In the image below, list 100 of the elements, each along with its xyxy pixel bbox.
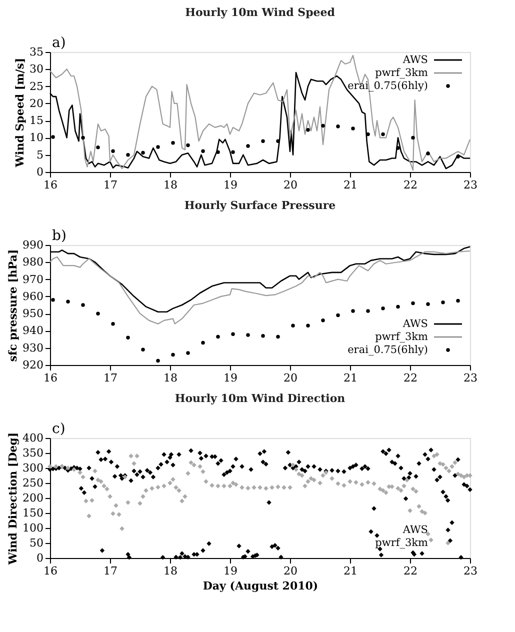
y-tick-label: 960 <box>22 290 44 303</box>
point <box>276 334 280 339</box>
point <box>396 304 400 309</box>
x-tick-label: 17 <box>104 178 118 192</box>
x-axis-title: Day (August 2010) <box>202 580 318 592</box>
y-tick-label: 20 <box>30 96 44 110</box>
y-tick-label: 5 <box>36 148 44 162</box>
point <box>306 128 310 132</box>
point <box>366 309 370 313</box>
x-tick-label: 23 <box>464 178 478 192</box>
point <box>261 334 265 338</box>
point <box>111 149 115 153</box>
legend-label: AWS <box>402 318 428 330</box>
x-tick-label: 23 <box>464 564 478 578</box>
point <box>246 144 250 148</box>
point <box>351 309 355 313</box>
point <box>216 150 220 154</box>
x-tick-label: 21 <box>344 372 358 384</box>
point <box>81 303 85 307</box>
point <box>231 332 235 336</box>
y-tick-label: 35 <box>30 46 44 58</box>
chart-title: Hourly Surface Pressure <box>184 199 336 212</box>
y-tick-label: 970 <box>22 272 44 286</box>
y-tick-label: 990 <box>22 238 44 252</box>
chart-title: Hourly 10m Wind Speed <box>185 6 336 19</box>
x-tick-label: 17 <box>104 564 118 578</box>
legend-label: pwrf_3km <box>375 331 428 343</box>
legend-label: pwrf_3km <box>375 67 428 79</box>
y-tick-label: 0 <box>36 166 44 178</box>
point <box>96 312 100 316</box>
point <box>186 351 190 355</box>
point <box>66 300 70 304</box>
x-tick-label: 18 <box>164 564 178 578</box>
point <box>321 124 325 128</box>
text: c) <box>52 421 66 437</box>
y-tick-label: 250 <box>22 476 44 490</box>
y-tick-label: 50 <box>30 536 44 550</box>
point <box>291 324 295 328</box>
point <box>216 334 220 339</box>
point <box>396 146 400 150</box>
y-tick-label: 150 <box>22 506 44 520</box>
y-tick-label: 10 <box>30 131 44 144</box>
point <box>261 139 265 144</box>
y-tick-label: 300 <box>22 462 44 474</box>
point <box>201 340 205 345</box>
x-tick-label: 23 <box>464 372 478 384</box>
text: a) <box>52 35 66 51</box>
x-tick-label: 22 <box>404 178 418 192</box>
point <box>126 152 130 157</box>
point <box>51 135 55 139</box>
point <box>111 322 115 326</box>
x-tick-label: 20 <box>284 564 298 578</box>
point <box>171 352 175 357</box>
point <box>306 324 310 328</box>
y-axis-title: sfc pressure [hPa] <box>6 249 20 362</box>
point <box>156 358 160 363</box>
point <box>381 132 385 136</box>
point <box>321 318 325 322</box>
y-tick-label: 0 <box>36 552 44 564</box>
point <box>411 136 415 140</box>
point <box>426 302 430 306</box>
point <box>336 313 340 318</box>
point <box>351 126 355 130</box>
x-tick-label: 21 <box>344 564 358 578</box>
y-tick-label: 950 <box>22 307 44 320</box>
point <box>411 301 415 306</box>
y-tick-label: 15 <box>30 114 44 128</box>
legend-label: erai_0.75(6hly) <box>348 344 428 356</box>
x-tick-label: 18 <box>164 178 178 192</box>
point <box>201 149 205 153</box>
y-tick-label: 920 <box>22 358 44 372</box>
point <box>171 140 175 145</box>
legend-label: pwrf_3km <box>375 537 428 549</box>
point <box>336 124 340 128</box>
point <box>51 298 55 302</box>
legend-label: AWS <box>402 524 428 536</box>
x-tick-label: 19 <box>224 178 238 192</box>
x-tick-label: 22 <box>404 564 418 578</box>
y-tick-label: 350 <box>22 446 44 460</box>
point <box>456 298 460 303</box>
x-tick-label: 21 <box>344 178 358 192</box>
point <box>81 136 85 140</box>
y-axis-title: Wind Direction [Deg] <box>6 432 20 566</box>
x-tick-label: 17 <box>104 372 118 384</box>
text: b) <box>52 228 66 244</box>
y-axis-title: Wind Speed [m/s] <box>14 58 27 168</box>
x-tick-label: 19 <box>224 564 238 578</box>
x-tick-label: 19 <box>224 372 238 384</box>
y-tick-label: 25 <box>30 80 44 93</box>
x-tick-label: 16 <box>44 178 58 192</box>
point <box>456 154 460 158</box>
point <box>246 333 250 337</box>
legend-label: erai_0.75(6hly) <box>348 80 428 92</box>
y-tick-label: 930 <box>22 341 44 354</box>
y-tick-label: 980 <box>22 256 44 269</box>
legend-label: AWS <box>402 54 428 66</box>
x-tick-label: 20 <box>284 178 298 192</box>
point <box>156 145 160 149</box>
x-tick-label: 18 <box>164 372 178 384</box>
y-tick-label: 400 <box>22 432 44 444</box>
